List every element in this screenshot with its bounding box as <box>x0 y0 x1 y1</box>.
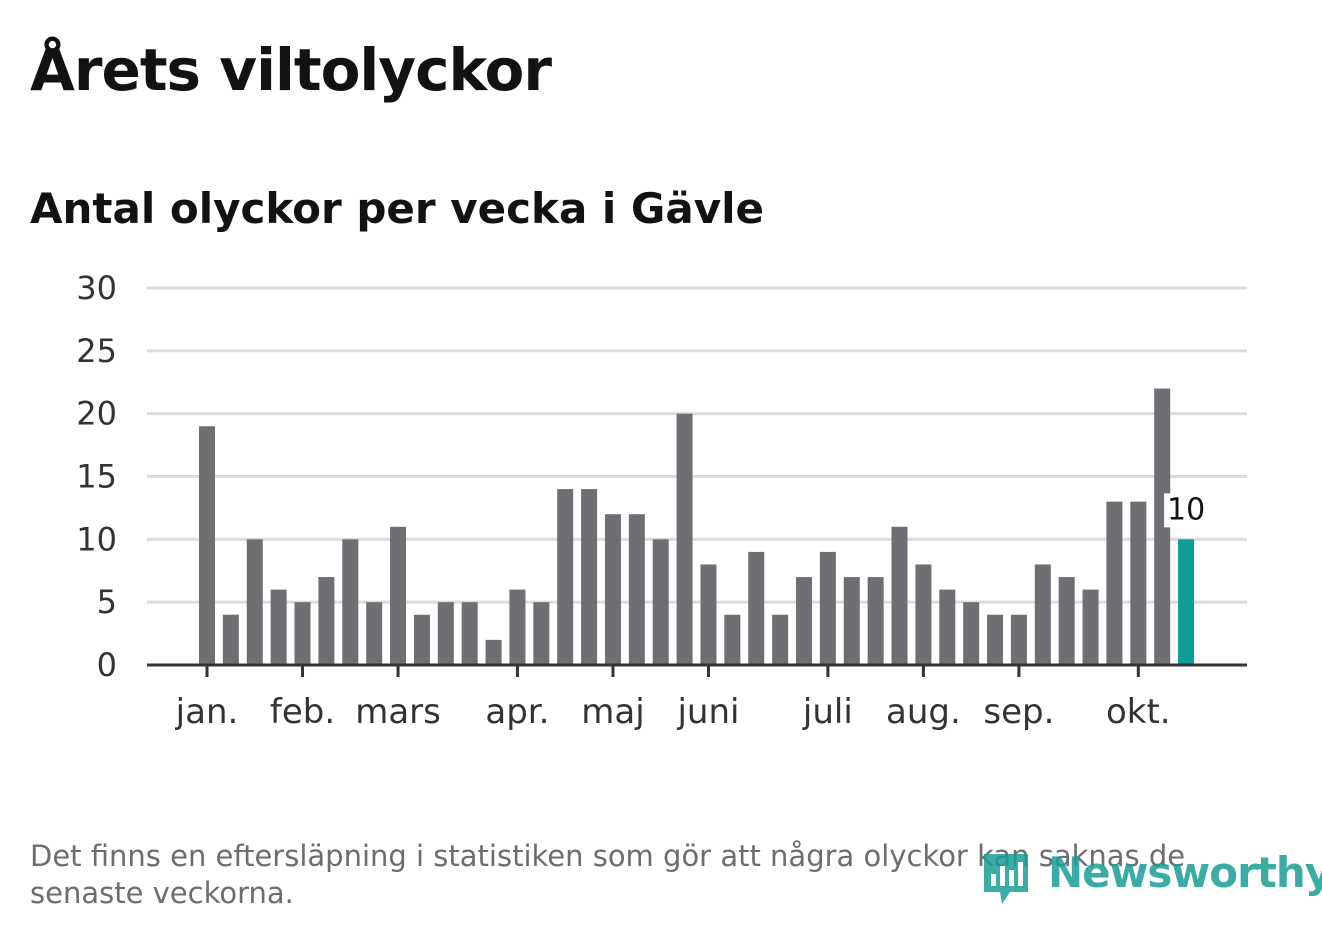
bar <box>987 614 1004 665</box>
bar <box>796 577 812 665</box>
x-axis: jan. feb. mars apr. maj juni juli aug. sep. okt. <box>147 663 1247 732</box>
bar-chart: 0 5 10 15 20 25 30 jan. feb. mars apr. maj juni juli… <box>76 269 1247 732</box>
x-tick-label: sep. <box>983 692 1054 732</box>
y-tick-label: 20 <box>76 395 117 433</box>
bar <box>652 539 669 665</box>
x-tick-label: juni <box>676 692 739 732</box>
y-tick-label: 0 <box>97 646 117 684</box>
bar <box>485 639 502 665</box>
bar <box>413 614 430 665</box>
x-tick-label: apr. <box>485 692 549 732</box>
x-tick-label: mars <box>355 692 441 732</box>
bar <box>604 514 621 665</box>
bar <box>1010 614 1027 665</box>
x-tick-label: maj <box>581 692 644 732</box>
bar <box>199 426 215 665</box>
bar-highlighted <box>1178 539 1195 665</box>
bar <box>1034 564 1051 665</box>
bar <box>963 602 980 665</box>
bar <box>390 526 407 665</box>
bar <box>628 514 645 665</box>
bar <box>748 551 765 665</box>
bar <box>294 602 311 665</box>
bar <box>222 614 239 665</box>
bar <box>270 589 287 665</box>
y-tick-label: 30 <box>76 269 117 307</box>
chart-title: Årets viltolyckor <box>30 36 552 104</box>
bar <box>676 413 693 665</box>
bar <box>342 539 359 665</box>
annotations: 10 <box>1164 492 1209 528</box>
logo-text: Newsworthy <box>1048 848 1322 897</box>
bar <box>1058 577 1075 665</box>
bar <box>557 489 574 665</box>
bar <box>437 602 454 665</box>
bar <box>843 577 860 665</box>
y-tick-label: 25 <box>76 332 117 370</box>
bar <box>1130 501 1147 665</box>
bar <box>509 589 526 665</box>
gridlines <box>147 286 1247 604</box>
annotation-background <box>1164 493 1209 528</box>
bar <box>819 551 836 665</box>
bars <box>199 388 1195 665</box>
bar <box>915 564 932 665</box>
y-tick-label: 15 <box>76 458 117 496</box>
x-tick-label: aug. <box>886 692 961 732</box>
y-tick-label: 5 <box>97 583 117 621</box>
bar <box>724 614 741 665</box>
bar <box>1082 589 1099 665</box>
bar <box>318 577 335 665</box>
x-tick-label: okt. <box>1106 692 1171 732</box>
annotation-label: 10 <box>1167 492 1205 527</box>
bar <box>867 577 884 665</box>
y-tick-label: 10 <box>76 520 117 558</box>
bar <box>939 589 956 665</box>
newsworthy-logo-icon <box>984 854 1028 904</box>
x-tick-label: feb. <box>270 692 335 732</box>
x-tick-label: jan. <box>175 692 239 732</box>
x-tick-label: juli <box>802 692 853 732</box>
newsworthy-logo[interactable]: Newsworthy <box>980 846 1322 912</box>
bar <box>246 539 263 665</box>
bar <box>1154 388 1171 665</box>
chart-subtitle: Antal olyckor per vecka i Gävle <box>30 184 764 233</box>
bar <box>772 614 789 665</box>
bar <box>891 526 908 665</box>
bar <box>581 489 598 665</box>
bar <box>461 602 478 665</box>
y-axis-ticks: 0 5 10 15 20 25 30 <box>76 269 117 684</box>
bar <box>533 602 550 665</box>
bar <box>700 564 717 665</box>
bar <box>366 602 383 665</box>
bar <box>1106 501 1123 665</box>
